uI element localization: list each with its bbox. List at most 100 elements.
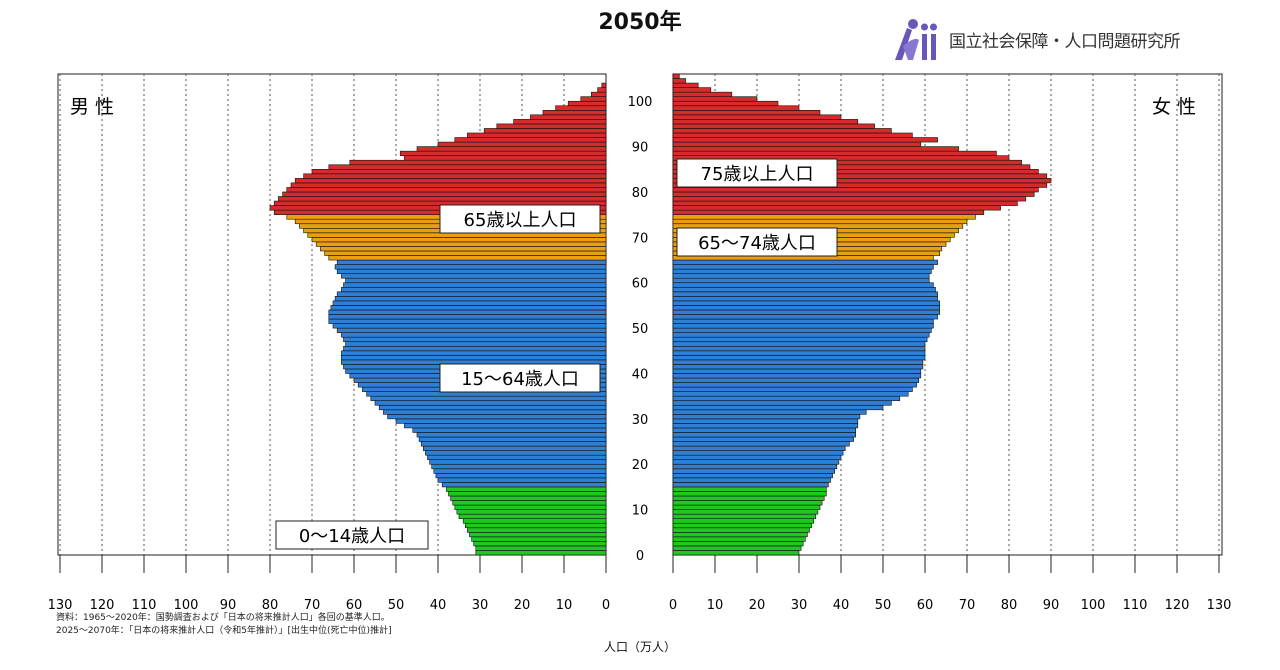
female-x-tick-label: 120 (1165, 598, 1190, 613)
female-bar-age-14 (672, 486, 827, 492)
male-bar-age-50 (332, 323, 607, 329)
male-bar-age-87 (404, 155, 607, 161)
male-bar-age-86 (349, 159, 607, 166)
female-bar-age-18 (672, 468, 835, 474)
female-bar-age-36 (672, 386, 913, 392)
female-bar-age-60 (672, 277, 930, 284)
male-bar-age-29 (395, 418, 607, 424)
female-bar-age-30 (672, 414, 861, 420)
age-tick-label: 40 (632, 367, 649, 382)
age-tick-label: 0 (636, 549, 644, 564)
male-x-tick-label: 110 (132, 598, 157, 613)
female-x-tick-label: 0 (669, 598, 677, 613)
male-bar-age-90 (437, 141, 607, 147)
male-bar-age-79 (282, 191, 607, 197)
female-bar-age-46 (672, 341, 926, 347)
female-bar-age-38 (672, 377, 919, 383)
female-bar-age-33 (672, 400, 892, 406)
age-tick-label: 80 (632, 186, 649, 201)
female-x-tick-label: 40 (833, 598, 850, 613)
female-x-tick-label: 60 (917, 598, 934, 613)
svg-text:65～74歳人口: 65～74歳人口 (698, 233, 816, 254)
female-x-tick-label: 100 (1081, 598, 1106, 613)
male-bar-age-30 (387, 414, 607, 420)
age-tick-label: 100 (628, 95, 653, 110)
male-bar-age-12 (450, 495, 607, 501)
female-bar-age-79 (672, 191, 1035, 197)
male-bar-age-101 (590, 91, 607, 97)
x-axis-label: 人口（万人） (603, 640, 676, 654)
female-bar-age-97 (672, 110, 821, 116)
female-bar-age-102 (672, 87, 712, 93)
male-bar-age-69 (311, 237, 607, 243)
male-x-tick-label: 90 (220, 598, 237, 613)
female-bar-age-3 (672, 536, 806, 542)
male-x-tick-label: 40 (430, 598, 447, 613)
female-bar-age-39 (672, 373, 922, 379)
female-x-tick-label: 70 (959, 598, 976, 613)
male-bar-age-102 (597, 87, 607, 93)
svg-text:65歳以上人口: 65歳以上人口 (464, 210, 577, 231)
female-bar-age-73 (672, 218, 968, 225)
female-bar-age-50 (672, 323, 934, 329)
female-bar-age-93 (672, 128, 892, 134)
female-bar-age-58 (672, 286, 936, 293)
male-bar-age-49 (336, 327, 607, 333)
male-bar-age-100 (580, 96, 607, 102)
male-bar-age-5 (467, 527, 607, 533)
male-bar-age-48 (341, 332, 607, 338)
male-bar-age-99 (567, 100, 607, 107)
female-bar-age-40 (672, 368, 922, 374)
male-bar-age-31 (383, 409, 607, 415)
male-bar-age-15 (441, 482, 607, 488)
male-x-tick-label: 80 (262, 598, 279, 613)
female-bar-age-64 (672, 259, 938, 265)
male-bar-age-96 (530, 114, 607, 120)
female-bar-age-21 (672, 454, 842, 461)
male-bar-age-46 (345, 341, 607, 347)
org-logo-block: 国立社会保障・人口問題研究所 (893, 14, 1181, 64)
female-bar-age-62 (672, 268, 932, 274)
female-bar-age-59 (672, 282, 934, 288)
male-bar-age-61 (341, 273, 607, 279)
male-bar-age-11 (452, 500, 607, 506)
male-bar-age-51 (328, 318, 607, 324)
female-bar-age-26 (672, 432, 856, 438)
female-bar-age-99 (672, 100, 779, 107)
male-bar-age-68 (315, 241, 607, 247)
age-tick-label: 30 (632, 413, 649, 428)
male-x-tick-label: 30 (472, 598, 489, 613)
female-bar-age-104 (672, 78, 686, 84)
female-bar-age-35 (672, 391, 909, 397)
male-bar-age-16 (437, 477, 607, 483)
male-bar-age-43 (341, 355, 607, 361)
female-bar-age-51 (672, 318, 934, 324)
male-bar-age-9 (456, 509, 607, 515)
male-bar-age-62 (336, 268, 607, 274)
male-bar-age-0 (475, 550, 607, 556)
age-tick-label: 70 (632, 231, 649, 246)
male-bar-age-44 (341, 350, 607, 356)
male-bar-age-23 (422, 445, 607, 451)
male-bar-age-52 (328, 314, 607, 320)
female-bar-age-24 (672, 441, 850, 447)
female-x-tick-label: 50 (875, 598, 892, 613)
female-bar-age-88 (672, 150, 997, 156)
female-bar-age-8 (672, 513, 817, 519)
male-bar-age-8 (458, 513, 607, 519)
male-bar-age-13 (448, 491, 607, 497)
male-bar-age-91 (454, 137, 607, 143)
male-bar-age-7 (462, 518, 607, 524)
male-bar-age-54 (330, 305, 607, 311)
male-bar-age-25 (418, 436, 607, 442)
male-bar-age-89 (416, 146, 607, 152)
male-bar-age-70 (307, 232, 607, 238)
female-bar-age-15 (672, 482, 829, 488)
male-bar-age-93 (483, 128, 607, 134)
male-bar-age-34 (370, 395, 607, 402)
female-bar-age-44 (672, 350, 926, 356)
female-bar-age-41 (672, 364, 924, 370)
female-x-tick-label: 20 (749, 598, 766, 613)
male-bar-age-82 (294, 178, 607, 184)
female-x-tick-label: 80 (1001, 598, 1018, 613)
